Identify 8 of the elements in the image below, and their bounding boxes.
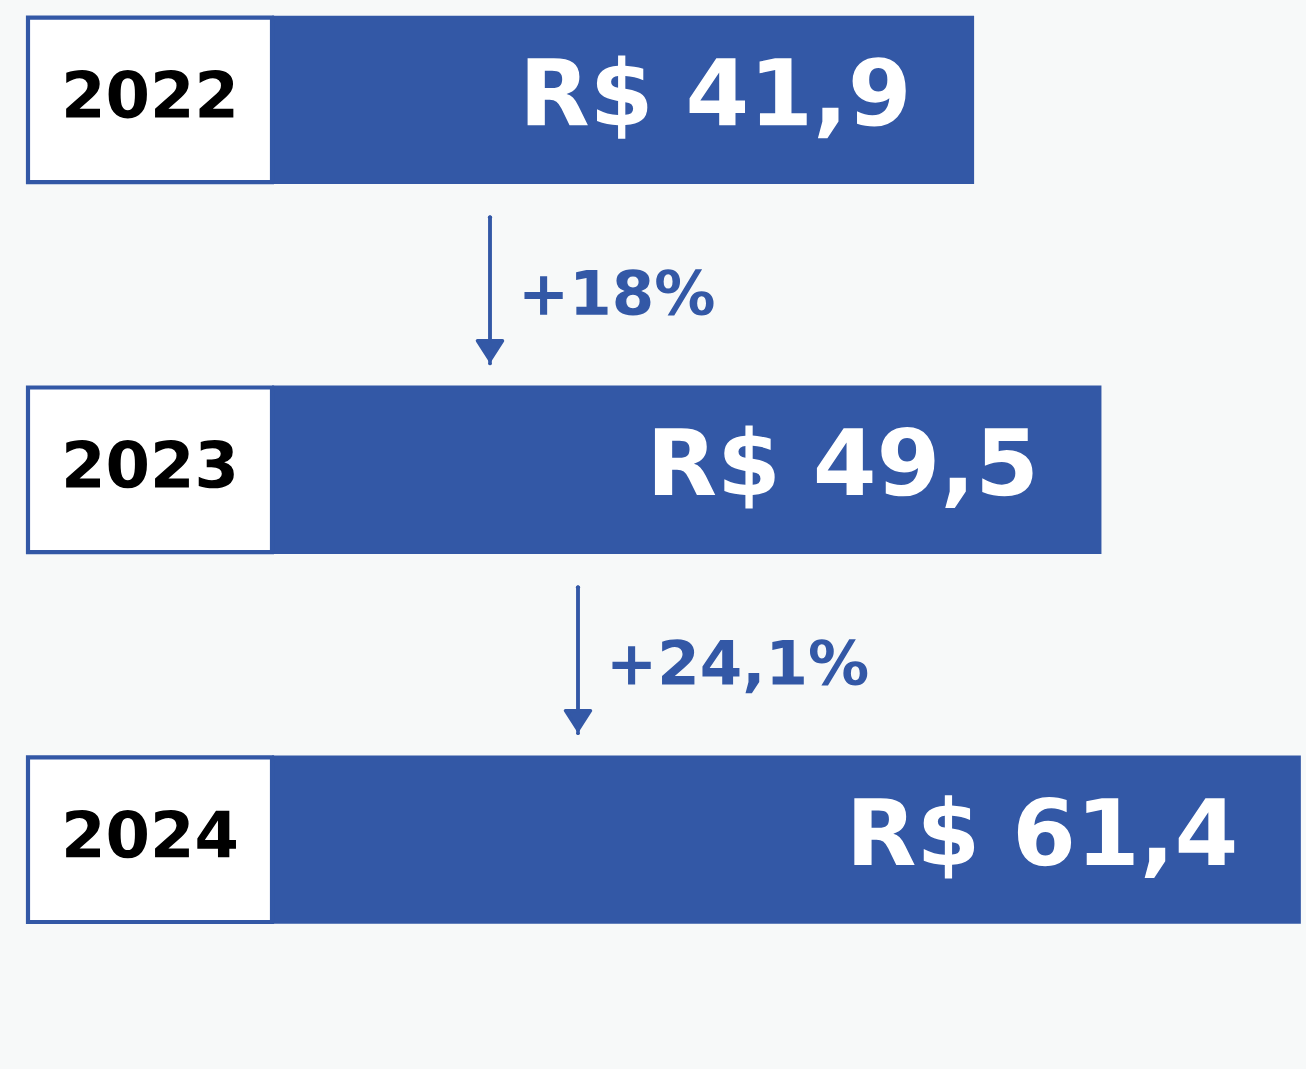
y-tick-label: 2024 xyxy=(66,809,236,859)
y-tick-label: 2022 xyxy=(66,70,234,119)
data-label: R$ 49,5 xyxy=(654,425,1033,509)
annotation: +18% xyxy=(524,269,714,316)
data-label: R$ 41,9 xyxy=(527,55,906,139)
annotation: +24,1% xyxy=(612,639,868,694)
y-tick-label: 2023 xyxy=(66,439,234,489)
data-label: R$ 61,4 xyxy=(854,795,1235,879)
